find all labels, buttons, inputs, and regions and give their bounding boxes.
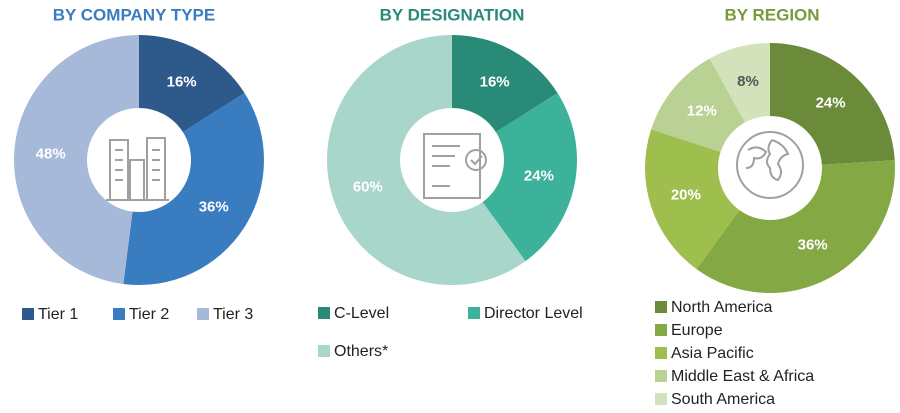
legend-label: C-Level xyxy=(334,305,389,322)
pie-slice xyxy=(651,58,745,152)
pie-slice xyxy=(644,129,740,270)
legend-swatch xyxy=(655,393,667,405)
legend-swatch xyxy=(655,301,667,313)
legend-label: Asia Pacific xyxy=(671,345,754,362)
legend-label: North America xyxy=(671,299,772,316)
legend-label: Tier 2 xyxy=(129,306,169,323)
data-label: 16% xyxy=(167,73,197,90)
chart-title: BY DESIGNATION xyxy=(380,5,525,24)
legend-swatch xyxy=(113,308,125,320)
legend-label: Others* xyxy=(334,343,388,360)
legend-swatch xyxy=(655,370,667,382)
pie-slice xyxy=(696,160,895,294)
data-label: 24% xyxy=(816,94,846,111)
legend-swatch xyxy=(318,345,330,357)
legend-swatch xyxy=(655,324,667,336)
legend-swatch xyxy=(468,307,480,319)
globe-icon xyxy=(736,131,804,199)
data-label: 16% xyxy=(480,73,510,90)
chart-title: BY COMPANY TYPE xyxy=(53,5,215,24)
pie-slice xyxy=(139,35,245,133)
pie-slice xyxy=(327,35,526,285)
slices xyxy=(13,35,895,294)
legend-label: South America xyxy=(671,391,775,408)
pie-slice xyxy=(123,93,264,285)
legend-swatch xyxy=(655,347,667,359)
pie-slice xyxy=(482,93,578,262)
pie-slice xyxy=(13,35,139,285)
legend-label: Director Level xyxy=(484,305,583,322)
pie-slice xyxy=(709,43,770,123)
data-label: 24% xyxy=(524,168,554,185)
data-label: 36% xyxy=(798,237,828,254)
legend-swatch xyxy=(318,307,330,319)
legend-swatch xyxy=(22,308,34,320)
data-label: 36% xyxy=(199,198,229,215)
data-label: 12% xyxy=(687,103,717,120)
legend-swatch xyxy=(197,308,209,320)
legend-label: Tier 3 xyxy=(213,306,253,323)
data-label: 48% xyxy=(36,145,66,162)
data-label: 60% xyxy=(353,178,383,195)
legend-label: Middle East & Africa xyxy=(671,368,814,385)
legend-label: Europe xyxy=(671,322,723,339)
chart-title: BY REGION xyxy=(724,5,819,24)
data-label: 8% xyxy=(737,73,759,90)
pie-slice xyxy=(770,43,895,165)
pie-slice xyxy=(452,35,558,133)
data-label: 20% xyxy=(671,186,701,203)
certificate-icon xyxy=(423,133,487,199)
buildings-icon xyxy=(106,137,169,201)
legend-label: Tier 1 xyxy=(38,306,78,323)
